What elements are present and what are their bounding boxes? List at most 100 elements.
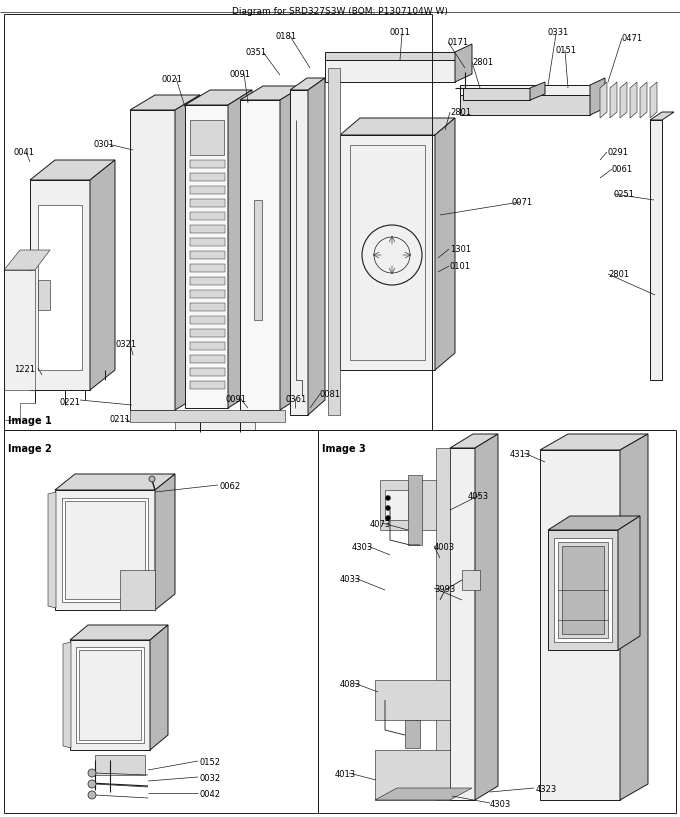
Text: 2801: 2801: [450, 108, 471, 117]
Polygon shape: [435, 118, 455, 370]
Text: 4303: 4303: [352, 543, 373, 552]
Polygon shape: [620, 434, 648, 800]
Polygon shape: [620, 82, 627, 118]
Polygon shape: [130, 110, 175, 410]
Text: 0321: 0321: [116, 340, 137, 349]
Polygon shape: [340, 118, 455, 135]
Polygon shape: [120, 570, 155, 610]
Polygon shape: [4, 270, 35, 390]
Polygon shape: [190, 199, 225, 207]
Polygon shape: [130, 410, 285, 422]
Polygon shape: [190, 120, 224, 155]
Circle shape: [88, 780, 96, 788]
Polygon shape: [375, 750, 450, 800]
Text: 0152: 0152: [200, 758, 221, 767]
Text: 0011: 0011: [390, 28, 411, 37]
Polygon shape: [650, 112, 674, 120]
Text: 0151: 0151: [555, 46, 576, 55]
Polygon shape: [385, 490, 408, 520]
Text: 4003: 4003: [434, 543, 455, 552]
Polygon shape: [600, 82, 607, 118]
Polygon shape: [240, 86, 303, 100]
Circle shape: [149, 476, 155, 482]
Polygon shape: [450, 434, 498, 448]
Polygon shape: [554, 538, 612, 642]
Polygon shape: [185, 90, 252, 105]
Text: 0091: 0091: [226, 395, 247, 404]
Text: 4053: 4053: [468, 492, 489, 501]
Polygon shape: [380, 480, 450, 530]
Text: 0331: 0331: [548, 28, 569, 37]
Polygon shape: [540, 434, 648, 450]
Text: 4083: 4083: [340, 680, 361, 689]
Polygon shape: [463, 88, 530, 100]
Text: 0062: 0062: [220, 482, 241, 491]
Polygon shape: [30, 180, 90, 390]
Polygon shape: [175, 422, 255, 430]
Polygon shape: [76, 647, 144, 743]
Text: Image 3: Image 3: [322, 444, 366, 454]
Text: 0351: 0351: [246, 48, 267, 57]
Polygon shape: [462, 570, 480, 590]
Text: 0301: 0301: [94, 140, 115, 149]
Polygon shape: [90, 160, 115, 390]
Polygon shape: [38, 280, 50, 310]
Polygon shape: [475, 434, 498, 800]
Polygon shape: [190, 355, 225, 363]
Text: 4073: 4073: [370, 520, 391, 529]
Polygon shape: [48, 492, 56, 608]
Polygon shape: [65, 501, 145, 599]
Polygon shape: [460, 95, 590, 115]
Circle shape: [88, 769, 96, 777]
Polygon shape: [340, 135, 435, 370]
Polygon shape: [62, 498, 148, 602]
Text: 0071: 0071: [512, 198, 533, 207]
Polygon shape: [185, 105, 228, 408]
Polygon shape: [405, 720, 420, 748]
Polygon shape: [228, 90, 252, 408]
Polygon shape: [30, 160, 115, 180]
Polygon shape: [610, 82, 617, 118]
Polygon shape: [190, 368, 225, 376]
Text: 0041: 0041: [14, 148, 35, 157]
Polygon shape: [548, 516, 640, 530]
Text: 0021: 0021: [162, 75, 183, 84]
Polygon shape: [540, 450, 620, 800]
Polygon shape: [190, 160, 225, 168]
Polygon shape: [290, 90, 308, 415]
Text: 0171: 0171: [448, 38, 469, 47]
Text: 0251: 0251: [614, 190, 635, 199]
Polygon shape: [455, 44, 472, 82]
Text: 2801: 2801: [472, 58, 493, 67]
Text: Image 2: Image 2: [8, 444, 52, 454]
Polygon shape: [640, 82, 647, 118]
Text: 2801: 2801: [608, 270, 629, 279]
Text: 3993: 3993: [434, 585, 455, 594]
Polygon shape: [436, 448, 450, 800]
Polygon shape: [254, 200, 262, 320]
Text: 0061: 0061: [612, 165, 633, 174]
Polygon shape: [325, 60, 455, 82]
Polygon shape: [450, 448, 475, 800]
Circle shape: [386, 506, 390, 511]
Polygon shape: [190, 225, 225, 233]
Polygon shape: [38, 205, 82, 370]
Polygon shape: [190, 290, 225, 298]
Polygon shape: [190, 316, 225, 324]
Text: 0101: 0101: [450, 262, 471, 271]
Polygon shape: [190, 173, 225, 181]
Text: 0181: 0181: [275, 32, 296, 41]
Polygon shape: [630, 82, 637, 118]
Polygon shape: [240, 100, 280, 410]
Polygon shape: [79, 650, 141, 740]
Polygon shape: [548, 530, 618, 650]
Text: 0361: 0361: [285, 395, 306, 404]
Polygon shape: [190, 329, 225, 337]
Polygon shape: [190, 303, 225, 311]
Polygon shape: [375, 788, 472, 800]
Text: 0221: 0221: [60, 398, 81, 407]
Polygon shape: [55, 474, 175, 490]
Polygon shape: [590, 78, 605, 115]
Polygon shape: [190, 264, 225, 272]
Polygon shape: [530, 82, 545, 100]
